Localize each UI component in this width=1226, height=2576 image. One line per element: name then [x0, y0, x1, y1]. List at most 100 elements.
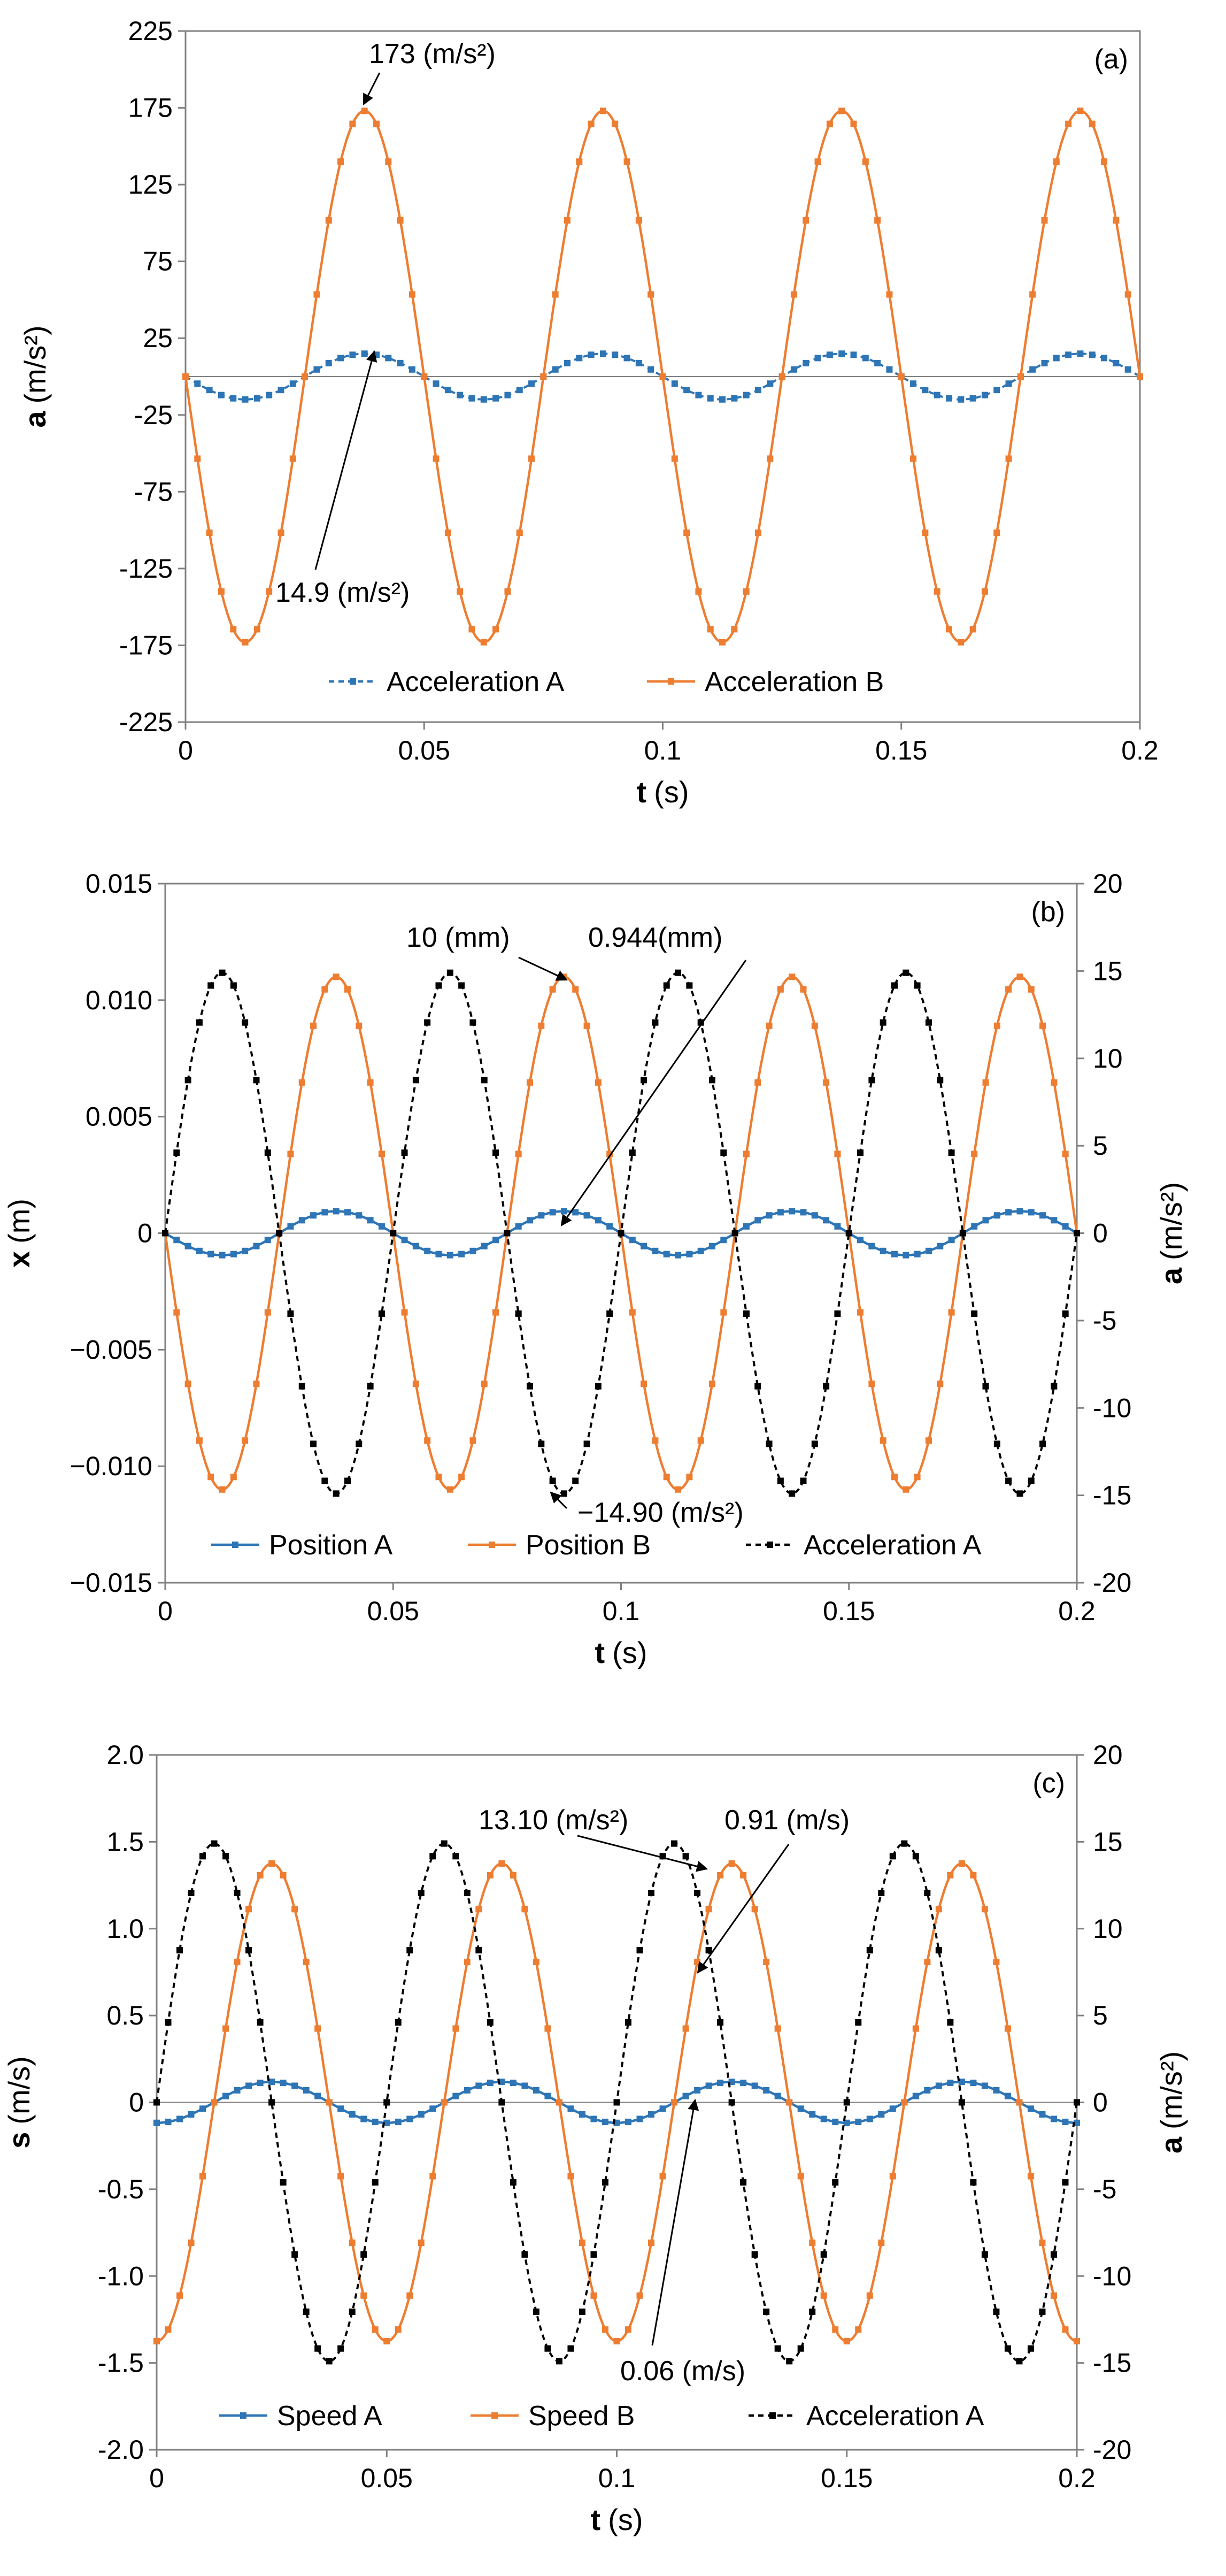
y2-tick-label: -10: [1093, 2261, 1131, 2291]
y2-tick-label: 20: [1093, 1740, 1123, 1770]
series-point: [367, 1383, 374, 1390]
x-tick-label: 0.05: [361, 2463, 413, 2493]
series-point: [602, 2326, 608, 2333]
series-point: [694, 1959, 701, 1966]
series-point: [755, 387, 761, 394]
series-point: [958, 396, 965, 403]
series-point: [891, 1474, 898, 1481]
series-point: [349, 2239, 356, 2246]
annotation-arrow: [697, 1844, 790, 1974]
series-point: [464, 1890, 471, 1897]
series-point: [903, 1486, 909, 1493]
series-point: [652, 1247, 659, 1254]
series-point: [743, 1151, 750, 1157]
series-point: [242, 396, 249, 403]
series-acceleration-a: [153, 1840, 1080, 2365]
series-point: [1039, 2111, 1046, 2118]
series-point: [406, 2292, 413, 2299]
series-point: [970, 2080, 977, 2087]
x-tick-label: 0.15: [821, 2463, 873, 2493]
series-point: [590, 2292, 597, 2299]
series-point: [740, 2179, 747, 2186]
series-point: [253, 395, 260, 402]
series-point: [349, 2111, 356, 2118]
series-point: [583, 1212, 590, 1219]
series-point: [1005, 1477, 1012, 1484]
y-tick-label: 0.5: [106, 2000, 144, 2030]
series-point: [743, 1223, 750, 1230]
y2-tick-label: 5: [1093, 1131, 1108, 1161]
series-point: [429, 2105, 436, 2112]
series-point: [165, 2118, 172, 2125]
series-point: [866, 2292, 873, 2299]
series-point: [590, 2251, 597, 2258]
series-point: [811, 1022, 818, 1029]
series-point: [429, 1853, 436, 1860]
series-point: [206, 387, 213, 394]
series-point: [755, 529, 761, 536]
annotation-label: 10 (mm): [406, 922, 510, 953]
series-point: [763, 2087, 770, 2094]
series-point: [709, 1381, 715, 1387]
series-point: [803, 359, 809, 366]
series-point: [219, 1252, 226, 1259]
y-tick-label: 225: [128, 16, 173, 46]
series-point: [850, 351, 857, 358]
y-tick-label: 2.0: [106, 1740, 144, 1770]
series-point: [925, 1247, 932, 1254]
series-point: [934, 392, 940, 398]
series-point: [219, 1486, 226, 1493]
annotation: 14.9 (m/s²): [275, 350, 410, 608]
series-point: [891, 982, 898, 989]
series-point: [245, 1947, 252, 1954]
series-point: [823, 1383, 830, 1390]
series-point: [211, 2099, 218, 2106]
y2-tick-label: -15: [1093, 2348, 1131, 2378]
series-point: [457, 588, 464, 595]
legend-label: Position B: [526, 1530, 651, 1561]
series-point: [934, 588, 940, 595]
series-point: [1089, 351, 1096, 358]
series-point: [686, 1474, 693, 1481]
series-point: [682, 1853, 689, 1860]
y-tick-label: -175: [119, 630, 173, 660]
series-point: [1089, 120, 1096, 127]
series-point: [857, 1149, 864, 1156]
series-point: [686, 982, 693, 989]
series-point: [153, 2338, 160, 2345]
series-point: [583, 1440, 590, 1447]
series-point: [579, 2111, 585, 2118]
series-point: [349, 2308, 356, 2315]
y-tick-label: -125: [119, 554, 173, 584]
y2-tick-label: 0: [1093, 1218, 1108, 1248]
annotation: 173 (m/s²): [363, 39, 496, 105]
series-point: [937, 1077, 944, 1084]
series-point: [971, 1151, 978, 1157]
series-point: [767, 380, 774, 387]
series-point: [878, 2111, 885, 2118]
series-point: [326, 2099, 333, 2106]
series-point: [268, 2099, 275, 2106]
series-point: [1062, 2179, 1069, 2186]
y-axis-unit: (m/s): [2, 2056, 36, 2125]
series-point: [452, 1853, 459, 1860]
y-tick-label: −0.005: [70, 1335, 152, 1364]
series-point: [803, 217, 809, 224]
series-point: [763, 2308, 770, 2315]
series-point: [717, 2080, 724, 2087]
y2-tick-label: -5: [1093, 2174, 1116, 2204]
series-point: [222, 2092, 229, 2099]
series-point: [583, 1022, 590, 1029]
series-point: [1039, 1022, 1046, 1029]
legend-swatch-marker: [767, 1542, 773, 1548]
series-point: [728, 1860, 735, 1867]
series-point: [648, 2111, 655, 2118]
series-point: [1113, 217, 1120, 224]
series-point: [588, 120, 595, 127]
series-point: [207, 1251, 214, 1258]
series-point: [325, 359, 332, 366]
series-point: [922, 529, 929, 536]
series-point: [444, 529, 451, 536]
series-point: [766, 1440, 773, 1447]
legend-label: Speed A: [277, 2401, 382, 2432]
